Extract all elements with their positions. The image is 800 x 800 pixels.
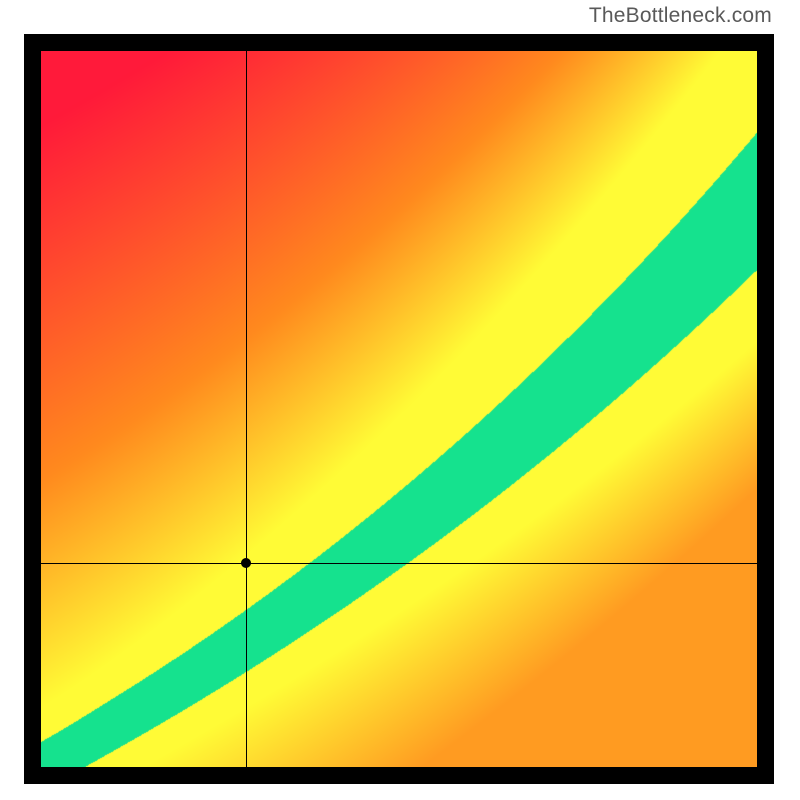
bottleneck-heatmap [24, 34, 774, 784]
crosshair-vertical [246, 51, 247, 767]
crosshair-marker [241, 558, 251, 568]
watermark-text: TheBottleneck.com [589, 4, 772, 28]
heatmap-plot-area [41, 51, 757, 767]
heatmap-canvas [41, 51, 757, 767]
crosshair-horizontal [41, 563, 757, 564]
